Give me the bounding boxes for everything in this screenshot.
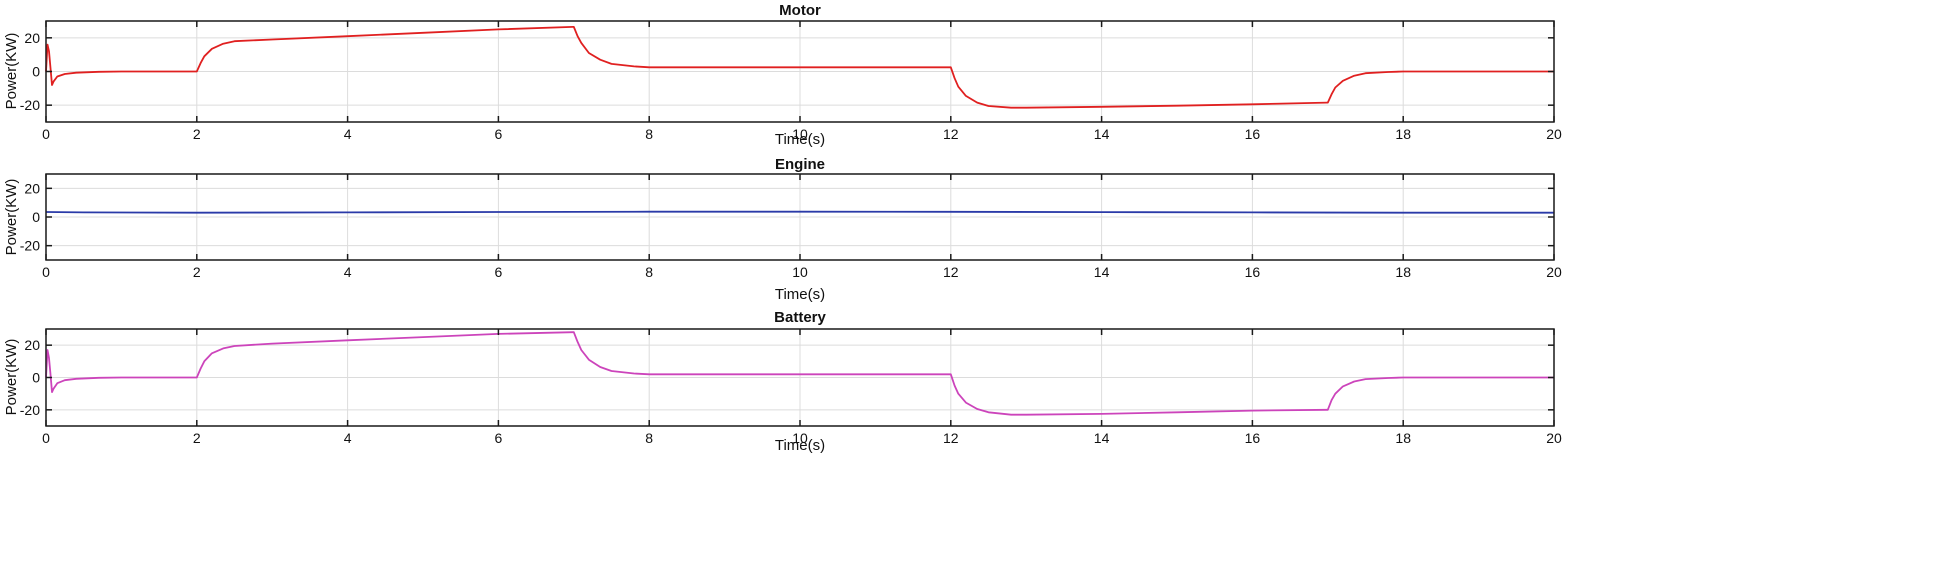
subplot-title: Motor xyxy=(779,2,821,19)
x-tick-label: 4 xyxy=(344,264,352,280)
y-tick-label: -20 xyxy=(20,402,40,418)
x-tick-label: 12 xyxy=(943,126,959,142)
series-layer xyxy=(45,331,1554,416)
x-tick-label: 14 xyxy=(1094,126,1110,142)
x-tick-label: 6 xyxy=(495,264,503,280)
x-axis-label: Time(s) xyxy=(775,286,825,303)
y-axis-label: Power(KW) xyxy=(3,339,20,416)
subplot-title: Battery xyxy=(774,309,826,326)
y-tick-label: -20 xyxy=(20,238,40,254)
grid xyxy=(46,174,1554,260)
x-tick-label: 20 xyxy=(1546,126,1562,142)
y-tick-label: 20 xyxy=(24,30,40,46)
x-tick-label: 18 xyxy=(1395,430,1411,446)
series-line-motor xyxy=(45,26,1554,109)
x-tick-label: 10 xyxy=(792,264,808,280)
x-tick-label: 12 xyxy=(943,264,959,280)
x-ticks: 0 2 4 6 8 10 12 14 16 18 20 xyxy=(42,21,1562,142)
plot-frame xyxy=(45,20,1555,123)
y-tick-label: 0 xyxy=(32,64,40,80)
x-tick-label: 16 xyxy=(1245,430,1261,446)
x-tick-label: 0 xyxy=(42,430,50,446)
y-tick-label: -20 xyxy=(20,97,40,113)
y-tick-label: 20 xyxy=(24,337,40,353)
plot-frame xyxy=(45,173,1555,261)
subplot-title: Engine xyxy=(775,156,825,173)
x-tick-label: 18 xyxy=(1395,264,1411,280)
x-tick-label: 6 xyxy=(495,126,503,142)
series-layer xyxy=(45,210,1554,214)
x-tick-label: 14 xyxy=(1094,430,1110,446)
x-tick-label: 8 xyxy=(645,126,653,142)
x-axis-label: Time(s) xyxy=(775,131,825,148)
x-tick-label: 4 xyxy=(344,430,352,446)
x-tick-label: 12 xyxy=(943,430,959,446)
y-tick-label: 0 xyxy=(32,370,40,386)
x-tick-label: 14 xyxy=(1094,264,1110,280)
subplot-battery: Battery 0 2 4 6 8 10 12 14 16 18 20 200-20 Time(s)… xyxy=(3,309,1562,454)
x-tick-label: 18 xyxy=(1395,126,1411,142)
x-tick-label: 10 xyxy=(792,430,808,446)
subplot-motor: Motor 0 2 4 6 8 10 12 14 16 18 20 200-20 Time(s) P… xyxy=(3,2,1562,148)
x-ticks: 0 2 4 6 8 10 12 14 16 18 20 xyxy=(42,174,1562,280)
x-tick-label: 2 xyxy=(193,264,201,280)
y-tick-label: 20 xyxy=(24,180,40,196)
y-axis-label: Power(KW) xyxy=(3,179,20,256)
x-tick-label: 16 xyxy=(1245,264,1261,280)
x-tick-label: 20 xyxy=(1546,264,1562,280)
series-layer xyxy=(45,26,1554,109)
y-ticks: 20 0 -20 xyxy=(20,180,1554,254)
x-tick-label: 8 xyxy=(645,430,653,446)
y-tick-label: 0 xyxy=(32,209,40,225)
x-tick-label: 2 xyxy=(193,430,201,446)
y-ticks: 20 0 -20 xyxy=(20,30,1554,113)
x-tick-label: 4 xyxy=(344,126,352,142)
series-line-engine xyxy=(45,210,1554,214)
x-tick-label: 10 xyxy=(792,126,808,142)
series-line-battery xyxy=(45,331,1554,416)
x-tick-label: 2 xyxy=(193,126,201,142)
x-tick-label: 16 xyxy=(1245,126,1261,142)
y-axis-label: Power(KW) xyxy=(3,33,20,110)
x-tick-label: 8 xyxy=(645,264,653,280)
plot-frame xyxy=(45,328,1555,427)
x-axis-label: Time(s) xyxy=(775,437,825,454)
x-tick-label: 0 xyxy=(42,264,50,280)
subplot-engine: Engine 0 2 4 6 8 10 12 14 16 18 20 200-20 Time(s) … xyxy=(3,156,1562,303)
x-tick-label: 0 xyxy=(42,126,50,142)
x-tick-label: 6 xyxy=(495,430,503,446)
y-ticks: 20 0 -20 xyxy=(20,337,1554,418)
x-tick-label: 20 xyxy=(1546,430,1562,446)
